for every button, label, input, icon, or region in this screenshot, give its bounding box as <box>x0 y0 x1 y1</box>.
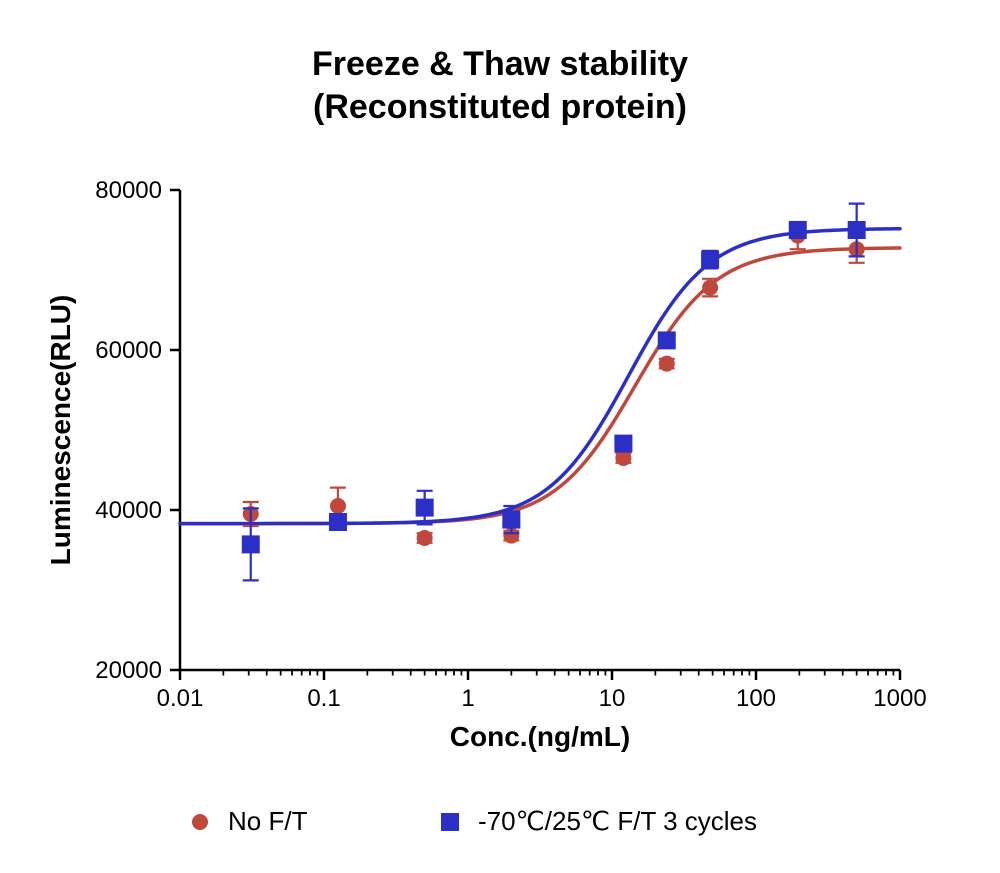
data-point-square <box>614 435 632 453</box>
y-tick-label: 60000 <box>95 337 162 364</box>
data-point-square <box>789 221 807 239</box>
y-axis-label: Luminescence(RLU) <box>45 295 76 566</box>
data-point-square <box>242 535 260 553</box>
data-point-circle <box>417 530 433 546</box>
legend-label: -70℃/25℃ F/T 3 cycles <box>478 806 757 836</box>
data-point-square <box>658 331 676 349</box>
chart-svg: Freeze & Thaw stability (Reconstituted pr… <box>0 0 1000 873</box>
fit-curve-series_red <box>180 248 900 524</box>
chart-title-line2: (Reconstituted protein) <box>313 88 687 126</box>
data-point-circle <box>659 356 675 372</box>
legend-marker-circle-icon <box>192 814 208 830</box>
data-point-square <box>502 511 520 529</box>
x-tick-label: 1000 <box>873 685 926 712</box>
fit-curve-series_blue <box>180 229 900 524</box>
x-tick-label: 0.1 <box>307 685 340 712</box>
legend-marker-square-icon <box>441 813 459 831</box>
data-point-square <box>701 251 719 269</box>
data-point-circle <box>702 280 718 296</box>
x-axis-label: Conc.(ng/mL) <box>450 721 630 752</box>
data-point-circle <box>330 498 346 514</box>
y-tick-label: 80000 <box>95 177 162 204</box>
legend-label: No F/T <box>228 806 308 836</box>
data-point-square <box>416 499 434 517</box>
x-tick-label: 100 <box>736 685 776 712</box>
chart-container: Freeze & Thaw stability (Reconstituted pr… <box>0 0 1000 873</box>
y-tick-label: 20000 <box>95 657 162 684</box>
data-point-square <box>329 513 347 531</box>
x-tick-label: 10 <box>599 685 626 712</box>
chart-title-line1: Freeze & Thaw stability <box>312 45 688 83</box>
y-tick-label: 40000 <box>95 497 162 524</box>
x-tick-label: 1 <box>461 685 474 712</box>
data-point-square <box>848 221 866 239</box>
x-tick-label: 0.01 <box>157 685 204 712</box>
